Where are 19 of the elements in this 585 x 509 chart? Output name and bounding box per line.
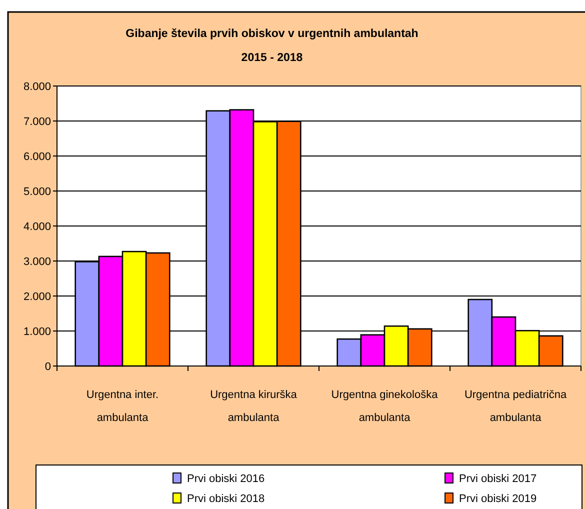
y-tick-label: 2.000 xyxy=(23,290,51,303)
x-tick-label: Urgentna kirurška ambulanta xyxy=(210,389,298,424)
y-tick-label: 7.000 xyxy=(23,116,51,128)
legend-label: Prvi obiski 2019 xyxy=(459,492,537,505)
chart-title: Gibanje števila prvih obiskov v urgentnih ambulantah xyxy=(126,28,418,40)
chart-subtitle: 2015 - 2018 xyxy=(241,52,304,64)
legend-label: Prvi obiski 2017 xyxy=(459,472,537,485)
x-tick-label: Urgentna inter. ambulanta xyxy=(86,389,159,424)
y-tick-label: 0 xyxy=(44,360,51,373)
y-tick-label: 6.000 xyxy=(23,150,51,163)
legend-label: Prvi obiski 2018 xyxy=(187,492,265,505)
legend-label: Prvi obiski 2016 xyxy=(187,472,265,485)
y-tick-label: 5.000 xyxy=(23,186,51,198)
y-tick-label: 1.000 xyxy=(23,326,51,338)
y-tick-label: 8.000 xyxy=(23,80,51,93)
x-tick-label: Urgentna ginekološka ambulanta xyxy=(331,389,439,424)
x-tick-label: Urgentna pediatrična ambulanta xyxy=(464,389,568,424)
y-tick-label: 3.000 xyxy=(23,256,51,268)
y-tick-label: 4.000 xyxy=(23,220,51,233)
